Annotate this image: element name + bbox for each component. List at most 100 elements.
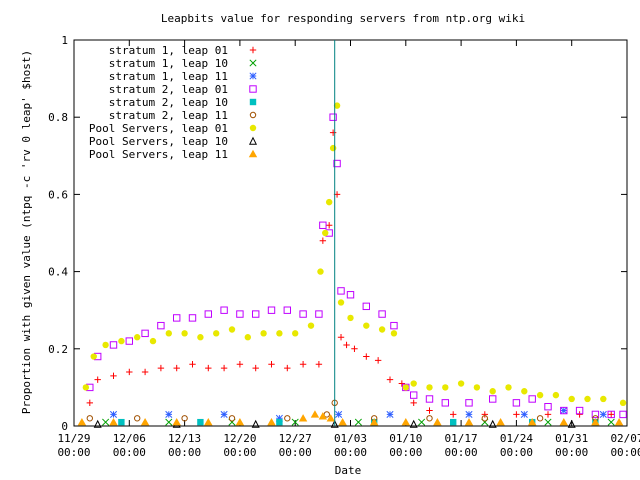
data-point: [118, 337, 125, 345]
data-point: [544, 418, 552, 426]
legend-label: Pool Servers, leap 01: [89, 122, 228, 135]
data-point: [338, 417, 347, 426]
data-point: [351, 345, 358, 352]
x-tick-label-date: 01/31: [555, 432, 588, 445]
data-point: [559, 417, 568, 426]
data-point: [450, 418, 457, 426]
data-point: [299, 361, 307, 368]
data-point: [410, 391, 418, 399]
data-point: [488, 419, 497, 428]
data-point: [134, 334, 141, 341]
data-point: [251, 419, 260, 428]
data-point: [165, 330, 172, 337]
data-point: [552, 391, 560, 399]
y-ticks: 0 0.2 0.4 0.6 0.8 1: [48, 34, 627, 433]
y-tick-label: 0.8: [48, 111, 68, 124]
data-point: [528, 417, 537, 426]
data-point: [173, 314, 181, 322]
x-tick-label-date: 12/13: [168, 432, 201, 445]
x-tick-label-date: 12/06: [113, 432, 146, 445]
chart-title: Leapbits value for responding servers fr…: [161, 12, 525, 25]
legend-marker: [249, 72, 257, 80]
x-tick-label-date: 01/17: [445, 432, 478, 445]
x-tick-label-time: 00:00: [445, 446, 478, 459]
data-point: [457, 380, 465, 387]
legend-label: Pool Servers, leap 11: [89, 148, 228, 161]
data-point: [276, 330, 283, 337]
data-point: [165, 410, 173, 418]
x-tick-label-time: 00:00: [223, 446, 256, 459]
data-point: [600, 395, 607, 403]
data-point: [220, 306, 228, 314]
data-point: [333, 159, 341, 168]
data-point: [90, 353, 97, 360]
data-point: [473, 384, 481, 391]
series-8: [77, 410, 624, 426]
data-point: [354, 418, 362, 426]
y-axis-label: Proportion with given value (ntpq -c 'rv…: [20, 50, 33, 414]
data-point: [386, 410, 394, 418]
x-tick-label-time: 00:00: [113, 446, 146, 459]
data-point: [315, 361, 323, 368]
data-point: [335, 410, 343, 418]
series-5: [86, 399, 599, 422]
data-point: [315, 310, 323, 318]
series-7: [93, 419, 576, 428]
data-point: [267, 417, 276, 426]
data-point: [426, 384, 433, 391]
data-point: [325, 198, 333, 206]
data-point: [544, 411, 552, 418]
data-point: [560, 407, 568, 415]
y-tick-label: 0.2: [48, 343, 68, 356]
data-point: [619, 399, 627, 407]
data-point: [292, 330, 299, 337]
data-point: [197, 334, 204, 341]
data-point: [390, 321, 398, 330]
data-point: [165, 418, 173, 426]
data-point: [307, 322, 315, 329]
data-point: [141, 368, 149, 376]
data-point: [213, 330, 220, 337]
data-point: [267, 306, 276, 314]
data-point: [236, 310, 244, 318]
data-point: [418, 418, 426, 426]
legend-label: stratum 2, leap 01: [109, 83, 228, 96]
x-tick-label-date: 02/07: [610, 432, 640, 445]
data-point: [433, 417, 442, 426]
data-point: [276, 418, 283, 426]
data-point: [409, 419, 418, 428]
y-tick-label: 1: [61, 34, 68, 47]
data-point: [608, 411, 615, 418]
data-point: [575, 406, 584, 415]
data-point: [86, 415, 94, 422]
y-tick-label: 0: [61, 420, 68, 433]
x-tick-label-time: 00:00: [168, 446, 201, 459]
data-point: [442, 384, 449, 391]
data-point: [244, 334, 251, 341]
data-point: [317, 268, 324, 275]
series-2: [109, 407, 607, 422]
data-point: [465, 399, 473, 407]
data-point: [402, 384, 409, 391]
data-point: [410, 399, 417, 407]
data-point: [125, 337, 133, 345]
data-point: [520, 410, 528, 418]
legend-marker: [248, 149, 258, 158]
data-point: [204, 417, 213, 426]
legend-marker: [249, 46, 257, 54]
data-point: [275, 414, 283, 422]
data-point: [378, 326, 386, 333]
data-point: [325, 222, 333, 229]
y-tick-label: 0.4: [48, 266, 68, 279]
data-point: [398, 380, 406, 387]
legend-label: Pool Servers, leap 10: [89, 135, 228, 148]
x-tick-label-date: 12/27: [279, 432, 312, 445]
data-point: [378, 310, 386, 318]
data-point: [284, 415, 291, 422]
data-point: [94, 376, 101, 383]
data-point: [426, 415, 433, 422]
data-point: [489, 388, 496, 395]
data-point: [536, 391, 544, 399]
data-point: [291, 418, 299, 426]
